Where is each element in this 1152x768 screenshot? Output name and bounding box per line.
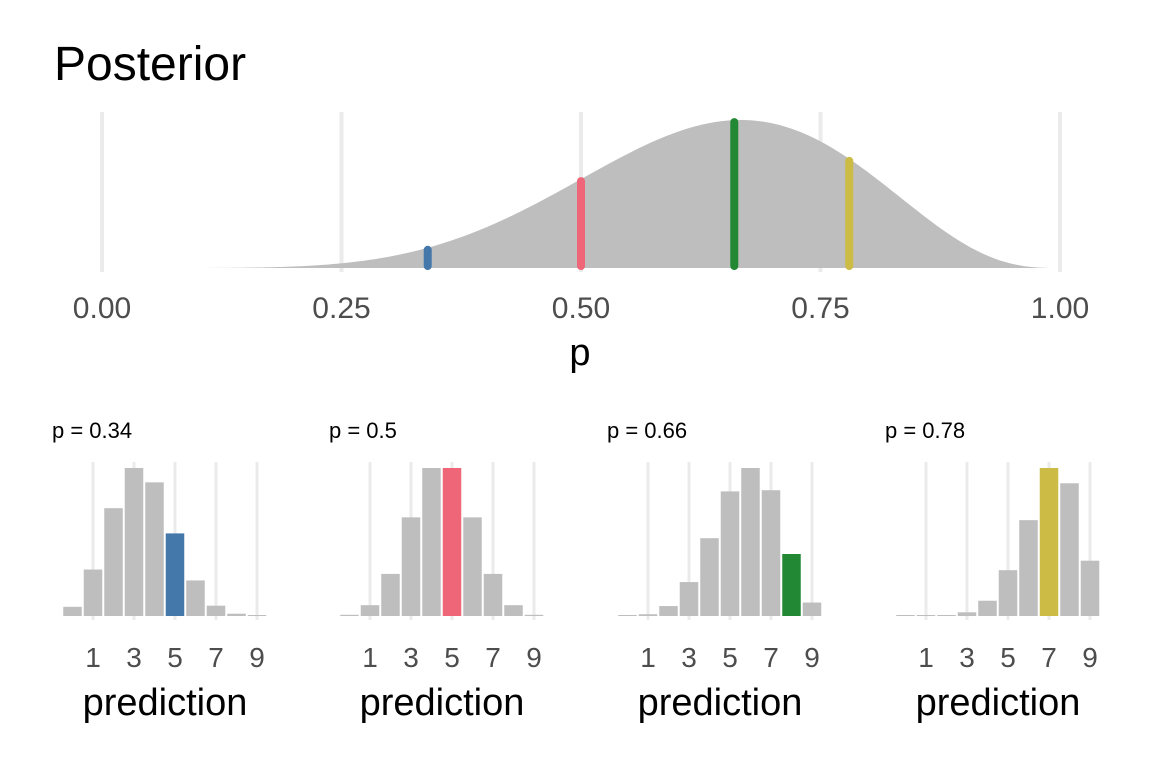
- panel-x-tick-label: 1: [85, 642, 101, 673]
- prediction-bar: [124, 468, 144, 616]
- panel-x-axis-title: prediction: [360, 682, 525, 724]
- prediction-bar: [761, 490, 781, 616]
- prediction-bar: [1060, 483, 1079, 616]
- panel-x-tick-label: 3: [681, 642, 697, 673]
- panel-strip-title: p = 0.78: [885, 418, 965, 443]
- prediction-bar: [916, 615, 936, 616]
- panel-x-tick-label: 9: [1082, 642, 1098, 673]
- prediction-bar: [63, 606, 82, 616]
- panel-x-axis-title: prediction: [916, 682, 1081, 724]
- prediction-bar: [104, 508, 123, 616]
- prediction-bar: [618, 615, 637, 616]
- prediction-bar: [802, 602, 822, 616]
- prediction-bar: [896, 615, 915, 616]
- panel-x-tick-label: 9: [526, 642, 542, 673]
- prediction-bar: [381, 573, 400, 616]
- posterior-x-tick-label: 0.25: [312, 292, 370, 325]
- prediction-bar: [340, 614, 359, 616]
- prediction-bar: [145, 482, 164, 616]
- prediction-bar: [422, 468, 441, 616]
- panel-x-tick-label: 3: [126, 642, 142, 673]
- panel-strip-title: p = 0.5: [329, 418, 397, 443]
- panel-x-tick-label: 1: [362, 642, 378, 673]
- prediction-bar: [957, 612, 977, 616]
- posterior-x-tick-label: 0.75: [791, 292, 849, 325]
- prediction-bar: [638, 614, 658, 616]
- panel-x-tick-label: 7: [208, 642, 224, 673]
- panel-x-axis-title: prediction: [638, 682, 803, 724]
- prediction-bar: [1039, 468, 1059, 616]
- prediction-bar: [186, 580, 205, 616]
- panel-x-tick-label: 1: [918, 642, 934, 673]
- prediction-bar: [483, 573, 503, 616]
- panel-x-tick-label: 7: [763, 642, 779, 673]
- panel-x-tick-label: 9: [804, 642, 820, 673]
- panel-x-axis-title: prediction: [83, 682, 248, 724]
- panel-x-tick-label: 1: [640, 642, 656, 673]
- prediction-bar: [442, 468, 462, 616]
- panel-x-tick-label: 7: [1041, 642, 1057, 673]
- prediction-bar: [659, 606, 678, 616]
- panel-strip-title: p = 0.66: [607, 418, 687, 443]
- prediction-bar: [524, 614, 544, 616]
- prediction-bar: [83, 569, 103, 616]
- prediction-bar: [700, 538, 719, 616]
- prediction-bar: [937, 615, 956, 616]
- prediction-bar: [360, 605, 380, 616]
- posterior-title: Posterior: [54, 38, 246, 91]
- prediction-bar: [782, 553, 801, 616]
- posterior-x-tick-label: 0.00: [73, 292, 131, 325]
- posterior-x-axis-title: p: [569, 332, 590, 374]
- posterior-x-tick-label: 1.00: [1031, 292, 1089, 325]
- prediction-bar: [247, 615, 267, 616]
- prediction-bar: [504, 605, 523, 616]
- prediction-bar: [1019, 520, 1038, 616]
- posterior-panel: 0.00 0.25 0.50 0.75 1.00: [73, 112, 1089, 325]
- panel-strip-title: p = 0.34: [52, 418, 132, 443]
- prediction-bar: [998, 570, 1018, 616]
- panel-x-tick-label: 7: [485, 642, 501, 673]
- prediction-bar: [679, 582, 699, 616]
- prediction-bar: [463, 517, 482, 616]
- panel-x-tick-label: 5: [722, 642, 738, 673]
- posterior-x-tick-label: 0.50: [552, 292, 610, 325]
- prediction-bar: [1080, 560, 1100, 616]
- prediction-bar: [741, 468, 760, 616]
- panel-x-tick-label: 5: [1000, 642, 1016, 673]
- panel-x-tick-label: 5: [167, 642, 183, 673]
- panel-x-tick-label: 5: [444, 642, 460, 673]
- panel-x-tick-label: 3: [959, 642, 975, 673]
- panel-x-tick-label: 3: [403, 642, 419, 673]
- prediction-bar: [165, 533, 185, 616]
- prediction-bar: [720, 491, 740, 616]
- prediction-bar: [227, 613, 246, 616]
- prediction-bar: [978, 600, 997, 616]
- prediction-bar: [206, 605, 226, 616]
- prediction-bar: [401, 517, 421, 616]
- panel-x-tick-label: 9: [249, 642, 265, 673]
